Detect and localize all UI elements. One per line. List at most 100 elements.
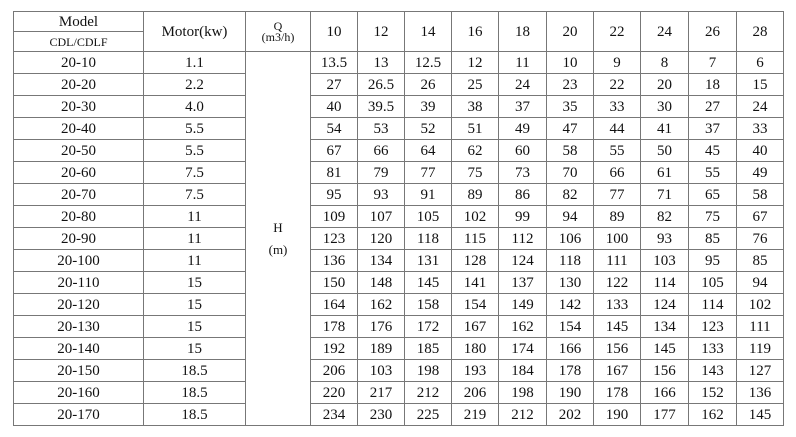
table-row: 20-60 7.5 81 79 77 75 73 70 66 61 55 49 bbox=[13, 161, 784, 184]
head-value-cell: 124 bbox=[498, 249, 547, 272]
head-value-cell: 85 bbox=[688, 227, 737, 250]
head-value-cell: 75 bbox=[688, 205, 737, 228]
head-value-cell: 93 bbox=[640, 227, 689, 250]
table-row: 20-10 1.1 H (m) 13.5 13 12.5 12 11 10 9 8 7 6 bbox=[13, 51, 784, 426]
head-value-cell: 192 bbox=[310, 337, 358, 360]
head-value-cell: 154 bbox=[451, 293, 499, 316]
head-value-cell: 50 bbox=[640, 139, 689, 162]
head-value-cell: 156 bbox=[640, 359, 689, 382]
flow-value: 14 bbox=[404, 11, 452, 52]
head-value-cell: 225 bbox=[404, 403, 452, 426]
head-value-cell: 67 bbox=[310, 139, 358, 162]
head-value-cell: 49 bbox=[736, 161, 784, 184]
head-value-cell: 18 bbox=[688, 73, 737, 96]
head-value-cell: 60 bbox=[498, 139, 547, 162]
head-value-cell: 39.5 bbox=[357, 95, 405, 118]
flow-unit: (m3/h) bbox=[261, 29, 295, 44]
head-value-cell: 81 bbox=[310, 161, 358, 184]
motor-cell: 15 bbox=[143, 293, 246, 316]
head-value-cell: 145 bbox=[593, 315, 641, 338]
head-value-cell: 212 bbox=[404, 381, 452, 404]
head-value-cell: 22 bbox=[593, 73, 641, 96]
head-value-cell: 8 bbox=[640, 51, 689, 74]
head-value-cell: 143 bbox=[688, 359, 737, 382]
head-value-cell: 79 bbox=[357, 161, 405, 184]
head-value-cell: 164 bbox=[310, 293, 358, 316]
head-value-cell: 94 bbox=[736, 271, 784, 294]
flow-value: 20 bbox=[546, 11, 594, 52]
head-value-cell: 111 bbox=[736, 315, 784, 338]
model-cell: 20-120 bbox=[13, 293, 144, 316]
model-cell: 20-110 bbox=[13, 271, 144, 294]
head-value-cell: 131 bbox=[404, 249, 452, 272]
table-row: 20-110 15 150 148 145 141 137 130 122 114 105 94 bbox=[13, 271, 784, 294]
flow-value: 10 bbox=[310, 11, 358, 52]
head-value-cell: 193 bbox=[451, 359, 499, 382]
head-value-cell: 95 bbox=[688, 249, 737, 272]
motor-cell: 11 bbox=[143, 205, 246, 228]
motor-cell: 7.5 bbox=[143, 161, 246, 184]
model-sub-header: CDL/CDLF bbox=[13, 31, 144, 52]
head-value-cell: 150 bbox=[310, 271, 358, 294]
head-value-cell: 128 bbox=[451, 249, 499, 272]
model-cell: 20-130 bbox=[13, 315, 144, 338]
model-cell: 20-140 bbox=[13, 337, 144, 360]
head-value-cell: 111 bbox=[593, 249, 641, 272]
head-value-cell: 38 bbox=[451, 95, 499, 118]
head-value-cell: 134 bbox=[640, 315, 689, 338]
model-cell: 20-40 bbox=[13, 117, 144, 140]
head-value-cell: 162 bbox=[498, 315, 547, 338]
motor-cell: 18.5 bbox=[143, 381, 246, 404]
head-value-cell: 219 bbox=[451, 403, 499, 426]
head-value-cell: 27 bbox=[310, 73, 358, 96]
head-value-cell: 103 bbox=[640, 249, 689, 272]
head-value-cell: 184 bbox=[498, 359, 547, 382]
head-value-cell: 44 bbox=[593, 117, 641, 140]
model-cell: 20-30 bbox=[13, 95, 144, 118]
model-cell: 20-80 bbox=[13, 205, 144, 228]
head-value-cell: 53 bbox=[357, 117, 405, 140]
head-value-cell: 47 bbox=[546, 117, 594, 140]
head-value-cell: 102 bbox=[736, 293, 784, 316]
head-value-cell: 12 bbox=[451, 51, 499, 74]
head-value-cell: 206 bbox=[451, 381, 499, 404]
head-value-cell: 26.5 bbox=[357, 73, 405, 96]
head-value-cell: 115 bbox=[451, 227, 499, 250]
head-value-cell: 166 bbox=[640, 381, 689, 404]
head-value-cell: 148 bbox=[357, 271, 405, 294]
head-value-cell: 198 bbox=[404, 359, 452, 382]
flow-value: 24 bbox=[640, 11, 689, 52]
flow-value: 12 bbox=[357, 11, 405, 52]
motor-cell: 2.2 bbox=[143, 73, 246, 96]
model-cell: 20-100 bbox=[13, 249, 144, 272]
head-value-cell: 106 bbox=[546, 227, 594, 250]
table-row: 20-30 4.0 40 39.5 39 38 37 35 33 30 27 24 bbox=[13, 95, 784, 118]
head-value-cell: 58 bbox=[546, 139, 594, 162]
head-value-cell: 114 bbox=[688, 293, 737, 316]
head-value-cell: 152 bbox=[688, 381, 737, 404]
head-unit: (m) bbox=[268, 241, 288, 257]
flow-value: 26 bbox=[688, 11, 737, 52]
head-value-cell: 167 bbox=[451, 315, 499, 338]
head-value-cell: 55 bbox=[688, 161, 737, 184]
head-value-cell: 15 bbox=[736, 73, 784, 96]
head-value-cell: 154 bbox=[546, 315, 594, 338]
head-value-cell: 27 bbox=[688, 95, 737, 118]
head-value-cell: 62 bbox=[451, 139, 499, 162]
head-value-cell: 217 bbox=[357, 381, 405, 404]
head-value-cell: 51 bbox=[451, 117, 499, 140]
head-value-cell: 94 bbox=[546, 205, 594, 228]
motor-cell: 11 bbox=[143, 249, 246, 272]
head-value-cell: 124 bbox=[640, 293, 689, 316]
head-value-cell: 85 bbox=[736, 249, 784, 272]
flow-value: 22 bbox=[593, 11, 641, 52]
head-value-cell: 107 bbox=[357, 205, 405, 228]
head-value-cell: 37 bbox=[498, 95, 547, 118]
head-value-cell: 162 bbox=[357, 293, 405, 316]
head-value-cell: 11 bbox=[498, 51, 547, 74]
head-value-cell: 114 bbox=[640, 271, 689, 294]
head-value-cell: 52 bbox=[404, 117, 452, 140]
motor-cell: 15 bbox=[143, 337, 246, 360]
pump-performance-table: Model Motor(kw) Q (m3/h) 10 12 14 16 18 … bbox=[13, 11, 784, 426]
head-value-cell: 7 bbox=[688, 51, 737, 74]
